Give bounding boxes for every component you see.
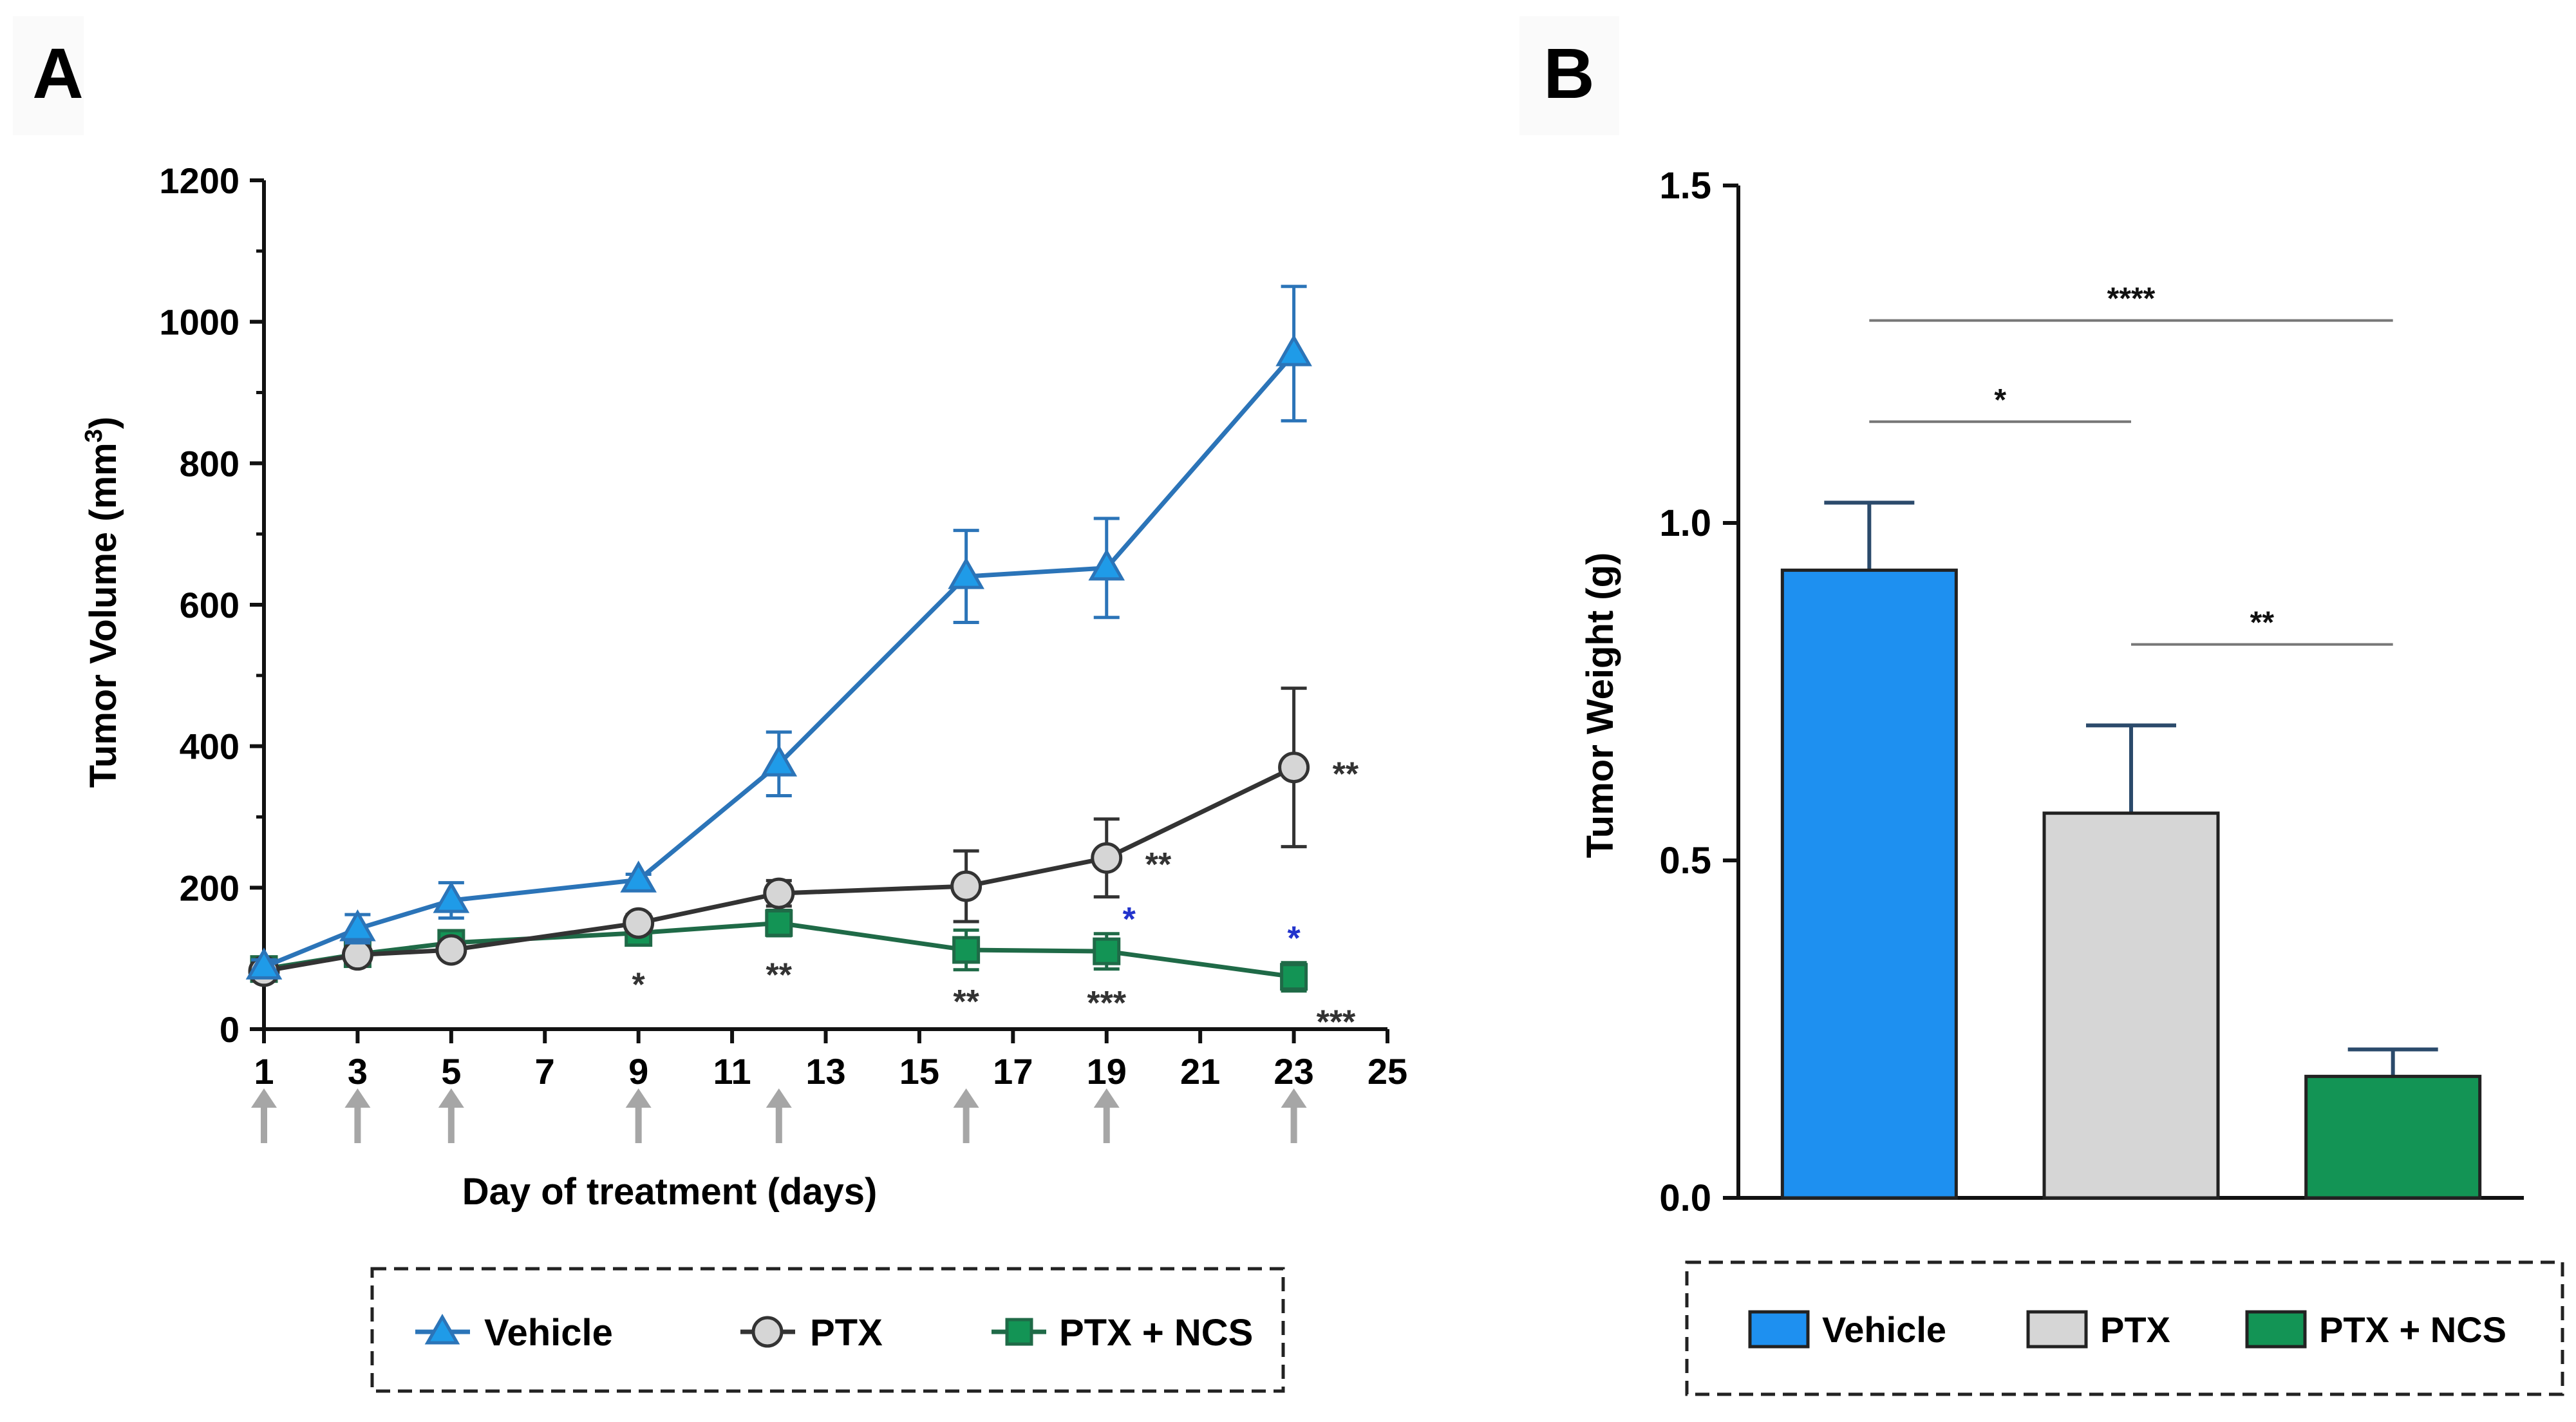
x-tick-label-a: 21 — [1180, 1051, 1220, 1092]
legend-b-ncs-swatch — [2245, 1310, 2307, 1349]
significance-label-a: ** — [766, 956, 793, 994]
bar-vehicle — [1780, 568, 1958, 1200]
legend-a: Vehicle PTX PTX + NCS — [370, 1267, 1285, 1393]
y-tick-label-a: 400 — [180, 726, 240, 767]
treatment-arrow-icon — [1093, 1088, 1120, 1143]
y-tick-label-a: 0 — [220, 1009, 240, 1050]
y-tick-label-a: 200 — [180, 867, 240, 908]
y-tick-label-a: 800 — [180, 443, 240, 484]
point-ptx-ncs — [952, 936, 981, 964]
treatment-arrow-icon — [1281, 1088, 1307, 1143]
significance-label-a: *** — [1087, 985, 1126, 1022]
legend-a-vehicle-label: Vehicle — [484, 1312, 613, 1354]
panel-a-label-box — [13, 16, 84, 135]
treatment-arrow-icon — [625, 1088, 652, 1143]
series-line-vehicle — [263, 352, 1296, 969]
legend-a-vehicle-marker — [424, 1313, 460, 1345]
significance-label-a: * — [1123, 901, 1136, 938]
panel-a-label: A — [32, 34, 83, 113]
significance-label-a: ** — [1333, 756, 1359, 793]
bar-ptx-ncs — [2304, 1074, 2482, 1200]
x-tick-label-a: 5 — [441, 1051, 461, 1092]
point-vehicle — [1275, 334, 1312, 366]
x-tick-label-a: 19 — [1087, 1051, 1127, 1092]
significance-label-b: **** — [2107, 282, 2156, 316]
x-tick-label-a: 13 — [805, 1051, 845, 1092]
legend-a-ncs-marker — [1005, 1318, 1033, 1346]
significance-label-a: * — [1287, 920, 1301, 958]
point-vehicle — [245, 947, 283, 980]
point-vehicle — [948, 557, 984, 589]
x-tick-label-a: 7 — [535, 1051, 555, 1092]
x-tick-label-a: 1 — [254, 1051, 274, 1092]
point-ptx — [1278, 752, 1310, 784]
legend-a-frame — [370, 1267, 1285, 1393]
x-tick-label-a: 3 — [348, 1051, 368, 1092]
legend-a-ptx-marker — [751, 1316, 784, 1348]
chart-a-ylabel: Tumor Volume (mm3) — [80, 417, 124, 788]
panel-b-label: B — [1543, 34, 1594, 113]
significance-label-a: ** — [1145, 846, 1172, 884]
treatment-arrow-icon — [953, 1088, 979, 1143]
treatment-arrow-icon — [344, 1088, 371, 1143]
point-vehicle — [339, 909, 376, 942]
point-ptx — [763, 877, 795, 909]
significance-label-a: * — [632, 967, 646, 1004]
y-tick-label-a: 600 — [180, 585, 240, 625]
treatment-arrow-icon — [438, 1088, 464, 1143]
x-tick-label-a: 9 — [628, 1051, 648, 1092]
y-tick-label-a: 1000 — [159, 302, 240, 343]
legend-b-ptx-swatch — [2026, 1310, 2088, 1349]
y-tick-label-b: 0.0 — [1659, 1177, 1711, 1219]
point-ptx — [1091, 842, 1123, 874]
significance-label-a: *** — [1317, 1004, 1356, 1041]
legend-b: Vehicle PTX PTX + NCS — [1685, 1260, 2564, 1396]
x-tick-label-a: 11 — [713, 1051, 751, 1092]
point-ptx — [435, 934, 467, 966]
legend-a-ptx-label: PTX — [810, 1312, 883, 1354]
treatment-arrow-icon — [251, 1088, 277, 1143]
point-ptx-ncs — [1280, 963, 1308, 991]
significance-label-b: * — [1994, 383, 2006, 417]
significance-label-b: ** — [2250, 606, 2275, 640]
legend-a-ncs-label: PTX + NCS — [1059, 1312, 1253, 1354]
x-tick-label-a: 25 — [1368, 1051, 1407, 1092]
point-vehicle — [620, 860, 657, 893]
point-ptx-ncs — [765, 909, 793, 937]
legend-b-vehicle-swatch — [1748, 1310, 1810, 1349]
x-tick-label-a: 23 — [1274, 1051, 1313, 1092]
point-ptx — [341, 939, 373, 971]
bar-ptx — [2042, 811, 2220, 1200]
point-vehicle — [760, 744, 798, 777]
point-ptx-ncs — [1093, 937, 1121, 965]
series-line-ptx — [263, 765, 1295, 974]
point-vehicle — [433, 881, 470, 913]
treatment-arrow-icon — [766, 1088, 792, 1143]
y-tick-label-b: 1.0 — [1659, 502, 1711, 544]
legend-b-vehicle-label: Vehicle — [1822, 1309, 1946, 1350]
tumor-weight-chart: 0.00.51.01.5******* — [1659, 165, 2524, 1219]
chart-a-xlabel: Day of treatment (days) — [462, 1171, 878, 1213]
x-tick-label-a: 17 — [993, 1051, 1033, 1092]
y-tick-label-b: 0.5 — [1659, 840, 1711, 882]
chart-b-ylabel: Tumor Weight (g) — [1579, 553, 1621, 858]
legend-b-frame — [1685, 1260, 2564, 1396]
point-ptx — [623, 907, 655, 939]
y-tick-label-a: 1200 — [159, 160, 240, 201]
significance-label-a: ** — [953, 983, 979, 1021]
point-vehicle — [1088, 548, 1125, 581]
legend-b-ncs-label: PTX + NCS — [2319, 1309, 2506, 1350]
legend-b-ptx-label: PTX — [2100, 1309, 2170, 1350]
point-ptx — [950, 870, 982, 902]
x-tick-label-a: 15 — [899, 1051, 939, 1092]
panel-b-label-box — [1519, 16, 1619, 135]
y-tick-label-b: 1.5 — [1659, 165, 1711, 207]
